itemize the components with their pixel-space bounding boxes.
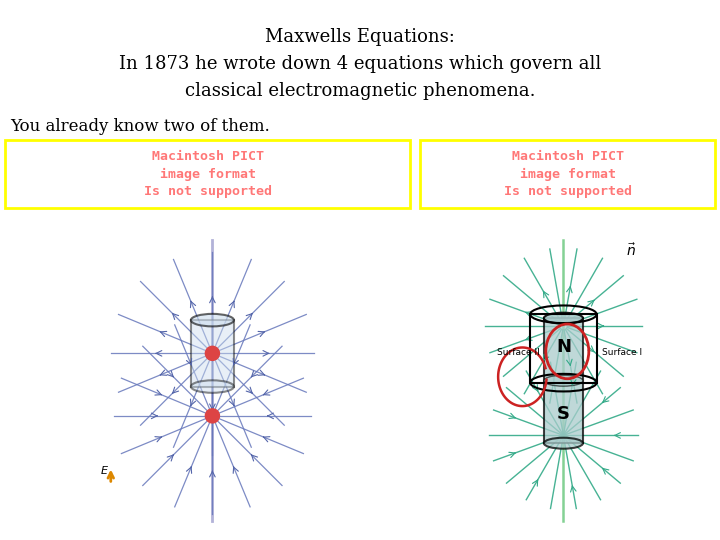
- Text: Maxwells Equations:: Maxwells Equations:: [265, 28, 455, 46]
- Text: classical electromagnetic phenomena.: classical electromagnetic phenomena.: [185, 82, 535, 100]
- Text: N: N: [556, 339, 571, 356]
- Bar: [191, 320, 234, 387]
- Ellipse shape: [191, 314, 234, 326]
- Text: $\vec{n}$: $\vec{n}$: [626, 242, 636, 259]
- FancyBboxPatch shape: [420, 140, 715, 208]
- Text: Surface II: Surface II: [497, 348, 540, 357]
- Bar: [544, 318, 583, 443]
- Text: Macintosh PICT
image format
Is not supported: Macintosh PICT image format Is not suppo…: [503, 151, 631, 198]
- Ellipse shape: [544, 313, 583, 323]
- FancyBboxPatch shape: [5, 140, 410, 208]
- Bar: [530, 314, 597, 383]
- Circle shape: [205, 409, 220, 423]
- Ellipse shape: [191, 380, 234, 393]
- Ellipse shape: [544, 438, 583, 449]
- Ellipse shape: [544, 375, 583, 386]
- Text: You already know two of them.: You already know two of them.: [10, 118, 270, 135]
- Text: S: S: [557, 405, 570, 423]
- Text: In 1873 he wrote down 4 equations which govern all: In 1873 he wrote down 4 equations which …: [119, 55, 601, 73]
- Text: Surface I: Surface I: [603, 348, 643, 357]
- Circle shape: [205, 346, 220, 360]
- Text: Macintosh PICT
image format
Is not supported: Macintosh PICT image format Is not suppo…: [143, 151, 271, 198]
- Text: E: E: [101, 467, 108, 476]
